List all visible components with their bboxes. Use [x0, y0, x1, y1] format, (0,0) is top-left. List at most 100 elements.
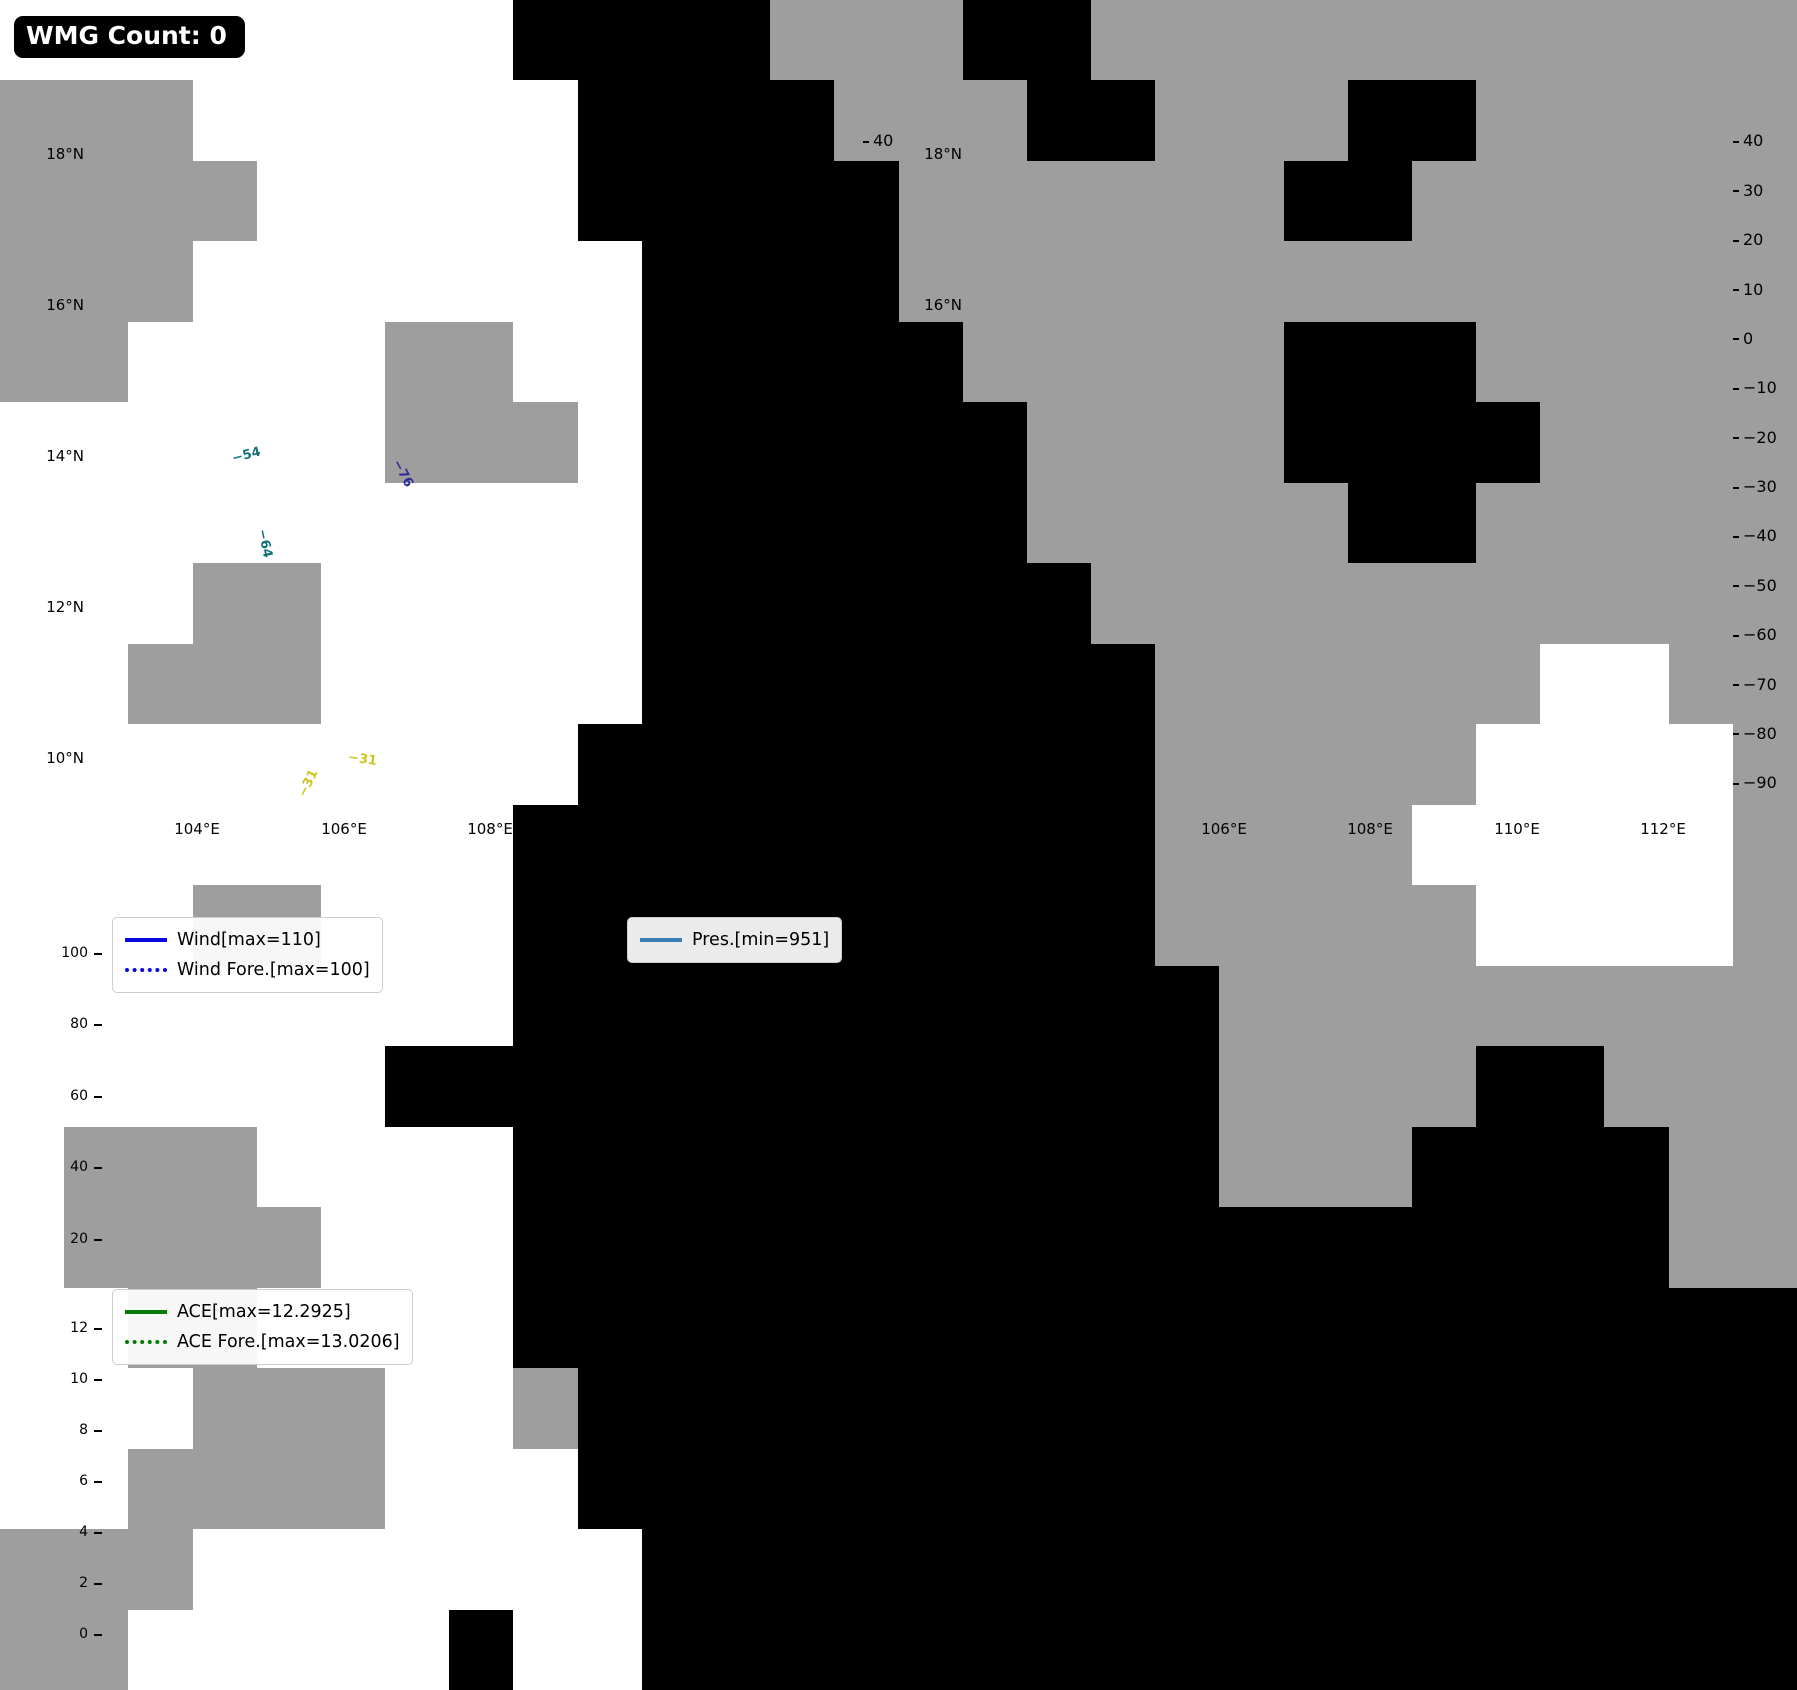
awv-x-tick-label: 112°E [1640, 820, 1686, 838]
wmg-cell [1411, 321, 1477, 403]
wmg-cell [834, 563, 899, 644]
wmg-cell [256, 1207, 321, 1288]
wmg-cell [256, 321, 321, 403]
wmg-cell [128, 482, 193, 564]
wmg-cell [1668, 241, 1733, 322]
wmg-cell [256, 0, 321, 81]
wmg-cell [1026, 724, 1092, 805]
wmg-cell [1026, 321, 1092, 403]
wmg-cell [1411, 885, 1477, 966]
wmg-cell [1476, 160, 1541, 242]
wmg-cell [64, 1207, 129, 1288]
band14-x-tick-label: 110°E [610, 820, 656, 838]
wmg-cell [128, 1448, 193, 1530]
wmg-cell [1347, 321, 1412, 403]
wmg-cell [577, 0, 642, 81]
wmg-cell [962, 885, 1027, 966]
wmg-cell [1026, 1126, 1092, 1208]
wmg-cell [385, 1448, 450, 1530]
wmg-cell [449, 804, 514, 886]
wmg-cell [962, 563, 1027, 644]
band14-colorbar-tick-label: 10 [873, 279, 894, 299]
wmg-cell [834, 643, 899, 725]
wmg-cell [1604, 402, 1669, 483]
wmg-cell [1411, 1529, 1477, 1610]
wmg-cell [192, 241, 257, 322]
wmg-cell [1155, 1609, 1220, 1690]
wmg-cell [1604, 1126, 1669, 1208]
wmg-cell [64, 563, 129, 644]
wmg-cell [385, 563, 450, 644]
wmg-cell [385, 724, 450, 805]
wmg-cell [1732, 1046, 1797, 1127]
wmg-cell [0, 321, 65, 403]
wmg-cell [1540, 563, 1605, 644]
wmg-cell [1604, 1207, 1669, 1288]
wmg-cell [513, 804, 578, 886]
wmg-cell [1155, 724, 1220, 805]
wmg-cell [1026, 1529, 1092, 1610]
wmg-cell [513, 965, 578, 1047]
wmg-cell [1283, 1529, 1348, 1610]
awv-x-tick-label: 110°E [1494, 820, 1540, 838]
ace-tick-label: 0 [79, 1625, 88, 1642]
wmg-cell [1026, 804, 1092, 886]
wmg-cell [962, 482, 1027, 564]
wmg-cell [1411, 1126, 1477, 1208]
wmg-cell [1091, 1207, 1156, 1288]
wmg-cell [898, 1448, 963, 1530]
wmg-cell [1091, 482, 1156, 564]
wmg-cell [449, 482, 514, 564]
awv-colorbar-tick-mark [1733, 190, 1739, 193]
wmg-cell [834, 804, 899, 886]
wmg-cell [770, 160, 835, 242]
wmg-cell [1668, 724, 1733, 805]
wmg-cell [898, 241, 963, 322]
wmg-cell [1026, 1609, 1092, 1690]
wind-tick-mark [94, 1095, 102, 1098]
wmg-cell [1219, 1529, 1284, 1610]
band14-colorbar-tick-mark [863, 437, 869, 440]
wmg-cell [0, 643, 65, 725]
wmg-cell [770, 0, 835, 81]
wmg-cell [1732, 965, 1797, 1047]
wind-forecast-line-sample [125, 968, 167, 972]
wmg-cell [962, 321, 1027, 403]
wmg-cell [1155, 1207, 1220, 1288]
wmg-cell [962, 724, 1027, 805]
wmg-cell [1283, 885, 1348, 966]
wmg-cell [1347, 1609, 1412, 1690]
ace-tick-label: 8 [79, 1421, 88, 1438]
wmg-cell [320, 1529, 386, 1610]
wmg-cell [1476, 1448, 1541, 1530]
wmg-cell [513, 160, 578, 242]
wmg-cell [898, 1287, 963, 1369]
wmg-cell [1411, 643, 1477, 725]
wmg-cell [641, 402, 706, 483]
wmg-cell [256, 1046, 321, 1127]
wmg-cell [256, 643, 321, 725]
awv-colorbar-tick-label: −40 [1743, 526, 1777, 546]
pressure-tick-label: 1010 [872, 914, 908, 931]
wmg-cell [834, 241, 899, 322]
wmg-cell [1604, 804, 1669, 886]
pressure-tick-label: 1000 [872, 971, 908, 988]
wmg-cell [128, 160, 193, 242]
wmg-cell [1347, 1126, 1412, 1208]
wmg-cell [192, 482, 257, 564]
wmg-cell [1604, 885, 1669, 966]
awv-colorbar-tick-mark [1733, 140, 1739, 143]
wmg-cell [1091, 885, 1156, 966]
awv-y-tick-label: 14°N [924, 447, 962, 465]
wmg-cell [1091, 241, 1156, 322]
band14-colorbar-tick-mark [863, 585, 869, 588]
wmg-cell [577, 1368, 642, 1449]
wmg-cell [1347, 241, 1412, 322]
wmg-cell [449, 1448, 514, 1530]
awv-colorbar-tick-label: −50 [1743, 575, 1777, 595]
wmg-cell [1283, 1287, 1348, 1369]
awv-colorbar-tick-mark [1733, 239, 1739, 242]
pressure-tick-mark [858, 1205, 866, 1208]
awv-colorbar-tick-label: −20 [1743, 427, 1777, 447]
